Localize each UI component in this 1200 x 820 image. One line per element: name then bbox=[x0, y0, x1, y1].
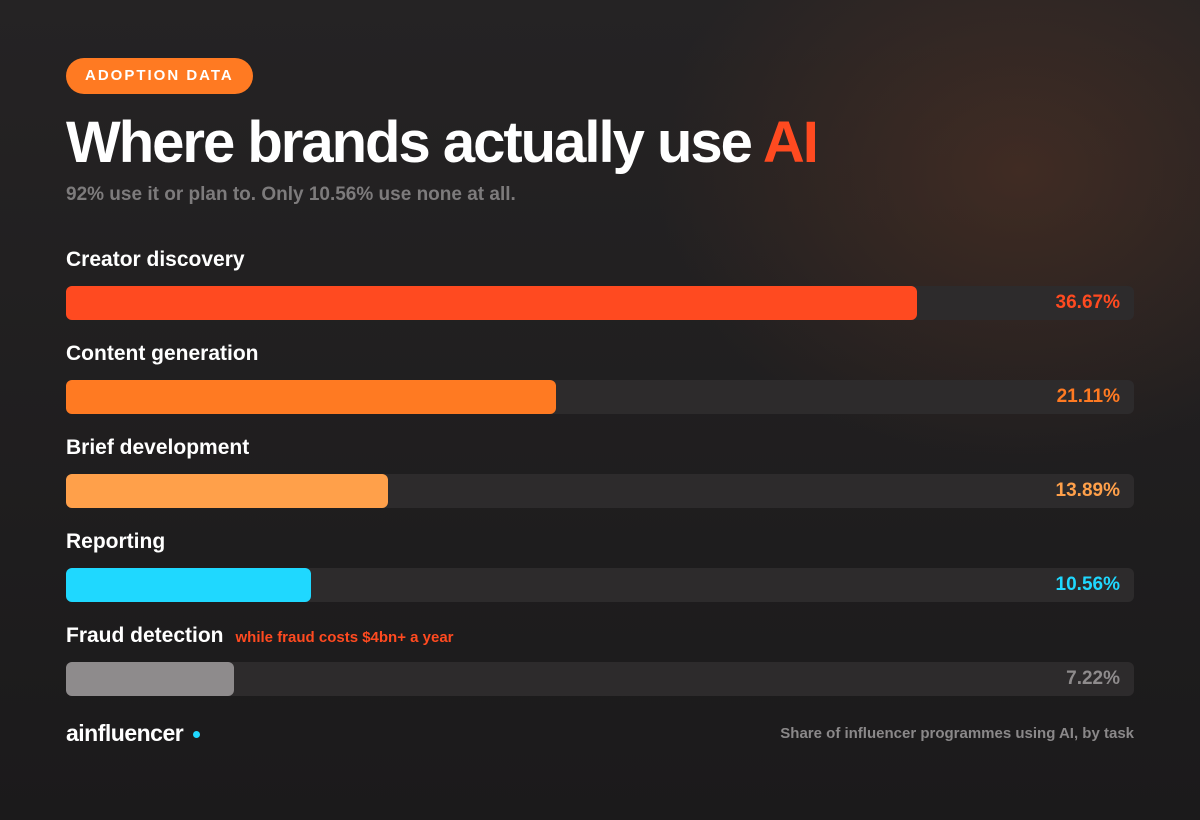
bar-row: Brief development 13.89% bbox=[66, 436, 1134, 530]
bar-label-text: Reporting bbox=[66, 530, 166, 553]
footer: ainfluencer Share of influencer programm… bbox=[66, 720, 1134, 747]
brand-name: ainfluencer bbox=[66, 720, 184, 746]
chart-caption: Share of influencer programmes using AI,… bbox=[780, 725, 1134, 742]
adoption-data-badge: ADOPTION DATA bbox=[66, 58, 253, 94]
bar-value-label: 7.22% bbox=[1066, 668, 1120, 689]
bar-track: 21.11% bbox=[66, 380, 1134, 414]
bar-row: Fraud detection while fraud costs $4bn+ a… bbox=[66, 624, 1134, 718]
bar-label: Content generation bbox=[66, 342, 1134, 370]
bar-label: Brief development bbox=[66, 436, 1134, 464]
bar-label: Fraud detection while fraud costs $4bn+ a… bbox=[66, 624, 1134, 652]
brand-dot-icon bbox=[193, 731, 201, 739]
bar-value-label: 13.89% bbox=[1055, 480, 1120, 501]
brand-logo: ainfluencer bbox=[66, 720, 201, 747]
page-title: Where brands actually use AI bbox=[66, 112, 1134, 174]
bar-track: 10.56% bbox=[66, 568, 1134, 602]
bar-fill bbox=[66, 568, 312, 602]
bar-fill bbox=[66, 474, 389, 508]
bar-chart: Creator discovery 36.67% Content generatio… bbox=[66, 248, 1134, 718]
bar-row: Reporting 10.56% bbox=[66, 530, 1134, 624]
bar-value-label: 10.56% bbox=[1055, 574, 1120, 595]
bar-row: Creator discovery 36.67% bbox=[66, 248, 1134, 342]
bar-value-label: 21.11% bbox=[1056, 386, 1120, 407]
bar-label: Creator discovery bbox=[66, 248, 1134, 276]
title-accent: AI bbox=[762, 110, 819, 175]
bar-label-text: Content generation bbox=[66, 342, 259, 365]
bar-value-label: 36.67% bbox=[1055, 292, 1120, 313]
bar-row: Content generation 21.11% bbox=[66, 342, 1134, 436]
bar-label-text: Fraud detection bbox=[66, 624, 224, 647]
title-main: Where brands actually use bbox=[66, 110, 763, 175]
page-subtitle: 92% use it or plan to. Only 10.56% use n… bbox=[66, 184, 516, 205]
bar-track: 7.22% bbox=[66, 662, 1134, 696]
bar-track: 36.67% bbox=[66, 286, 1134, 320]
bar-label-text: Creator discovery bbox=[66, 248, 245, 271]
bar-fill bbox=[66, 380, 557, 414]
bar-fill bbox=[66, 286, 918, 320]
bar-track: 13.89% bbox=[66, 474, 1134, 508]
bar-label: Reporting bbox=[66, 530, 1134, 558]
bar-label-text: Brief development bbox=[66, 436, 250, 459]
bar-fill bbox=[66, 662, 234, 696]
bar-annotation: while fraud costs $4bn+ a year bbox=[235, 629, 454, 646]
